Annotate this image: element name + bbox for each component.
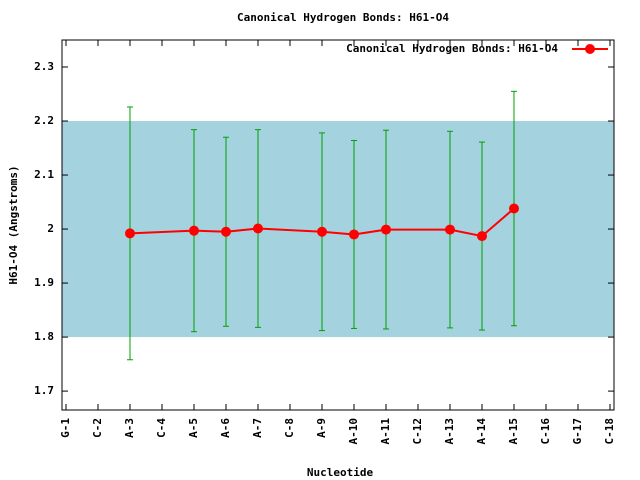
x-tick-label: C-4 bbox=[155, 418, 168, 438]
y-tick-label: 2 bbox=[47, 222, 54, 235]
y-axis-title: H61-O4 (Angstroms) bbox=[7, 165, 20, 284]
point bbox=[253, 223, 263, 234]
y-tick-label: 2.3 bbox=[34, 60, 54, 73]
x-tick-label: A-15 bbox=[507, 418, 520, 445]
x-tick-label: G-17 bbox=[571, 418, 584, 445]
x-tick-label: A-11 bbox=[379, 418, 392, 445]
x-tick-label: A-5 bbox=[187, 418, 200, 438]
x-tick-label: C-12 bbox=[411, 418, 424, 445]
x-axis-title: Nucleotide bbox=[307, 466, 374, 479]
legend-marker bbox=[585, 44, 595, 54]
point bbox=[477, 231, 487, 242]
point bbox=[317, 226, 327, 237]
point bbox=[381, 224, 391, 235]
legend-label: Canonical Hydrogen Bonds: H61-O4 bbox=[346, 42, 558, 55]
x-tick-label: C-16 bbox=[539, 418, 552, 445]
x-tick-label: A-7 bbox=[251, 418, 264, 438]
x-tick-label: A-10 bbox=[347, 418, 360, 445]
plot-frame bbox=[61, 39, 615, 411]
x-tick-label: A-9 bbox=[315, 418, 328, 438]
x-tick-label: C-2 bbox=[91, 418, 104, 438]
x-tick-label: A-6 bbox=[219, 418, 232, 438]
point bbox=[221, 226, 231, 237]
point bbox=[125, 228, 135, 239]
x-tick-label: C-18 bbox=[603, 418, 616, 445]
y-tick-label: 1.7 bbox=[34, 384, 54, 397]
point bbox=[189, 225, 199, 236]
point bbox=[445, 224, 455, 235]
reference-band bbox=[62, 121, 614, 338]
y-tick-label: 1.9 bbox=[34, 276, 54, 289]
y-tick-label: 2.2 bbox=[34, 114, 54, 127]
point bbox=[349, 229, 359, 240]
x-tick-label: A-13 bbox=[443, 418, 456, 445]
chart-title: Canonical Hydrogen Bonds: H61-O4 bbox=[237, 11, 449, 24]
x-tick-label: A-14 bbox=[475, 418, 488, 445]
x-tick-label: A-3 bbox=[123, 418, 136, 438]
series-line bbox=[129, 207, 515, 238]
point bbox=[509, 203, 519, 214]
x-tick-label: G-1 bbox=[59, 418, 72, 438]
y-tick-label: 2.1 bbox=[34, 168, 54, 181]
x-tick-label: C-8 bbox=[283, 418, 296, 438]
y-tick-label: 1.8 bbox=[34, 330, 54, 343]
